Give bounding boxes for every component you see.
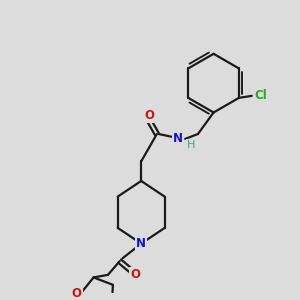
Text: O: O (72, 287, 82, 300)
Text: O: O (130, 268, 140, 281)
Text: H: H (187, 140, 195, 150)
Text: O: O (144, 109, 154, 122)
Text: N: N (173, 132, 183, 146)
Text: Cl: Cl (254, 89, 267, 102)
Text: N: N (136, 237, 146, 250)
